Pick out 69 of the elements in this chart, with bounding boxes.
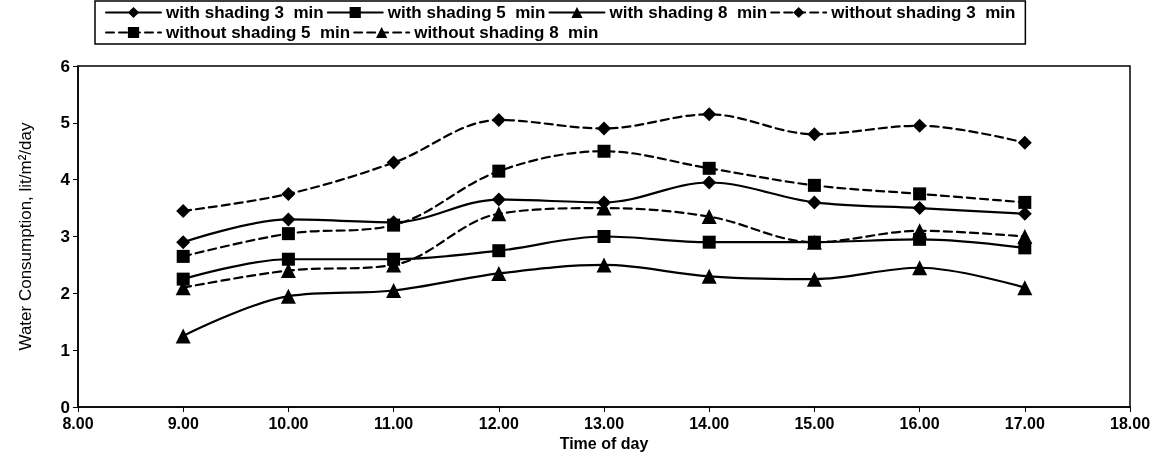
legend-label: without shading 5 min	[165, 23, 351, 42]
point	[702, 175, 717, 190]
x-tick-label: 13.00	[583, 414, 625, 432]
legend-label: without shading 8 min	[413, 23, 599, 42]
y-axis-title: Water Consumption, lit/m²/day	[16, 122, 35, 351]
point	[176, 235, 191, 250]
y-tick-label: 2	[60, 283, 70, 303]
point	[1017, 229, 1033, 244]
point	[912, 223, 928, 239]
legend-label: with shading 8 min	[608, 3, 768, 22]
x-tick-label: 16.00	[899, 414, 940, 432]
x-tick-label: 18.00	[1109, 414, 1151, 432]
legend-label: without shading 3 min	[830, 3, 1016, 22]
point	[597, 144, 611, 158]
point	[1017, 280, 1033, 296]
point	[913, 187, 927, 201]
y-tick-label: 3	[60, 227, 70, 246]
y-tick-label: 4	[60, 170, 71, 190]
point	[175, 328, 191, 344]
point	[597, 230, 611, 243]
x-tick-label: 9.00	[167, 414, 199, 432]
point	[701, 268, 717, 284]
point	[702, 161, 716, 175]
point	[701, 209, 717, 225]
point	[281, 212, 296, 227]
point	[1017, 206, 1032, 221]
point	[492, 244, 506, 258]
point	[281, 252, 295, 266]
point	[702, 235, 716, 249]
y-tick-label: 1	[60, 340, 70, 360]
point	[280, 288, 296, 304]
x-tick-label: 11.00	[374, 414, 414, 432]
y-tick-label: 5	[60, 113, 70, 133]
x-tick-label: 15.00	[794, 414, 835, 432]
point	[280, 263, 296, 279]
point	[176, 249, 190, 263]
point	[491, 192, 506, 207]
x-tick-label: 10.00	[268, 414, 309, 432]
y-tick-label: 0	[60, 397, 70, 417]
point	[807, 127, 822, 142]
y-tick-label: 6	[60, 56, 70, 76]
x-tick-label: 8.00	[62, 414, 94, 432]
point	[281, 227, 295, 241]
point	[807, 178, 821, 192]
point	[281, 186, 296, 201]
point	[386, 282, 402, 298]
point	[597, 121, 611, 136]
legend-label: with shading 5 min	[386, 3, 546, 22]
point	[491, 265, 507, 281]
point	[702, 107, 717, 122]
point	[807, 195, 822, 210]
point	[491, 112, 506, 127]
x-axis-title: Time of day	[559, 435, 649, 453]
point	[386, 155, 401, 170]
point	[912, 201, 927, 216]
x-tick-label: 14.00	[689, 414, 730, 432]
point	[176, 272, 190, 286]
point	[491, 206, 507, 222]
x-tick-label: 17.00	[1004, 414, 1045, 432]
point	[596, 257, 612, 273]
point	[912, 118, 927, 133]
point	[1018, 195, 1032, 209]
point	[492, 164, 506, 178]
point	[806, 271, 822, 287]
point	[1017, 135, 1032, 150]
legend-label: with shading 3 min	[165, 3, 324, 22]
x-tick-label: 12.00	[478, 414, 519, 432]
point	[912, 260, 928, 276]
point	[176, 203, 191, 218]
